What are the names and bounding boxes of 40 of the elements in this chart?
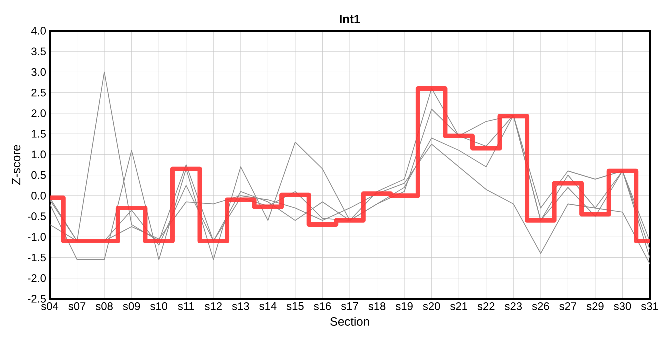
y-axis-title: Z-score <box>12 145 21 185</box>
x-tick-label: s07 <box>68 302 86 310</box>
x-tick-label: s29 <box>586 302 604 310</box>
y-tick-label: 2.5 <box>32 88 46 97</box>
y-tick-label: -0.5 <box>28 212 46 220</box>
x-tick-label: s09 <box>123 302 140 310</box>
x-tick-label: s17 <box>341 302 358 310</box>
x-tick-label: s22 <box>478 302 495 310</box>
x-tick-label: s21 <box>450 302 468 310</box>
y-tick-label: 2.0 <box>32 110 46 118</box>
y-tick-label: -2.0 <box>28 274 46 282</box>
x-tick-label: s27 <box>560 302 576 310</box>
y-tick-label: 3.5 <box>32 48 46 56</box>
x-tick-label: s12 <box>205 302 222 310</box>
y-tick-label: -1.0 <box>28 233 46 242</box>
x-tick-label: s18 <box>368 302 386 310</box>
y-tick-label: 1.0 <box>32 150 46 159</box>
y-tick-label: 1.5 <box>32 130 46 138</box>
x-tick-label: s31 <box>641 302 658 310</box>
y-tick-label: 0.0 <box>32 192 46 200</box>
chart-title: Int1 <box>340 15 360 24</box>
x-tick-label: s10 <box>150 302 168 310</box>
y-tick-label: 0.5 <box>32 171 46 180</box>
x-tick-label: s16 <box>314 302 332 310</box>
x-axis-title: Section <box>330 317 370 326</box>
x-tick-label: s04 <box>41 302 59 310</box>
y-tick-label: 4.0 <box>31 27 46 35</box>
x-tick-label: s14 <box>260 302 277 310</box>
x-tick-label: s26 <box>532 302 550 310</box>
x-tick-label: s23 <box>505 302 522 310</box>
x-tick-label: s20 <box>423 302 440 310</box>
y-tick-label: -1.5 <box>28 254 46 262</box>
x-tick-label: s13 <box>232 302 250 310</box>
x-tick-label: s08 <box>96 302 113 310</box>
x-tick-label: s15 <box>286 302 304 310</box>
x-tick-label: s19 <box>396 302 413 310</box>
x-tick-label: s11 <box>178 302 194 310</box>
y-tick-label: -2.5 <box>28 295 46 303</box>
x-tick-label: s30 <box>614 302 632 310</box>
y-tick-label: 3.0 <box>32 68 46 76</box>
